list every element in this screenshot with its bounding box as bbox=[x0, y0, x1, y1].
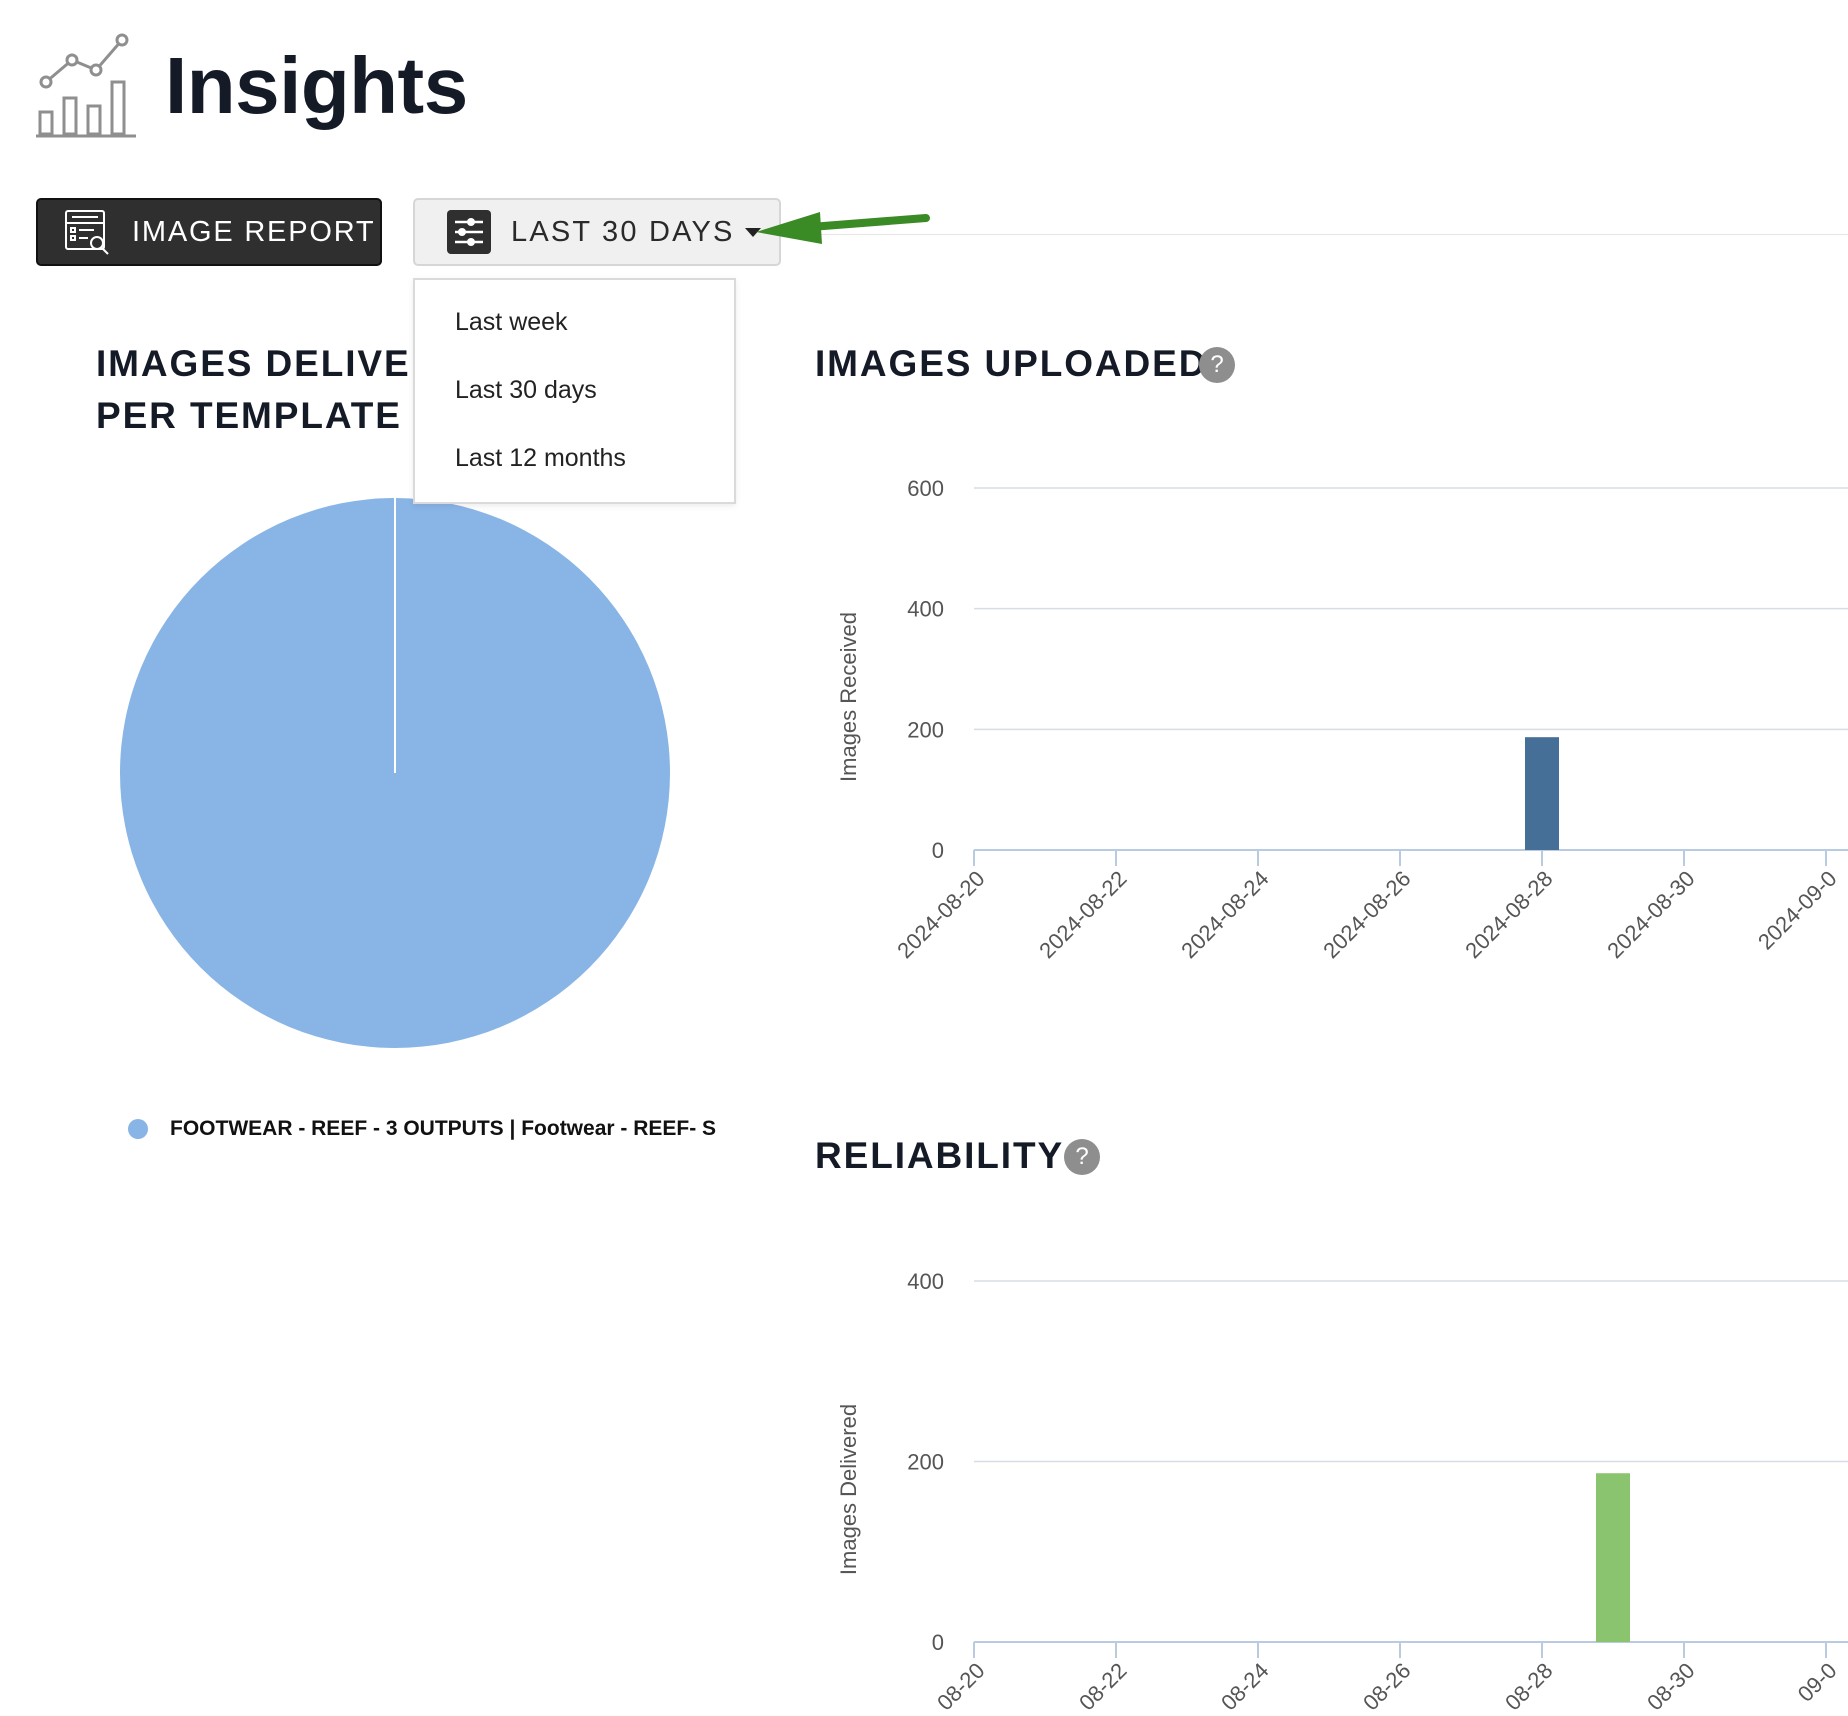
y-tick-label: 200 bbox=[907, 717, 944, 742]
y-tick-label: 200 bbox=[907, 1450, 944, 1475]
date-range-menu: Last week Last 30 days Last 12 months bbox=[413, 278, 736, 504]
caret-down-icon bbox=[744, 227, 761, 237]
insights-chart-icon bbox=[36, 33, 136, 138]
image-report-button[interactable]: IMAGE REPORT bbox=[36, 198, 382, 266]
pie-title-line2: PER TEMPLATE bbox=[96, 395, 402, 436]
y-axis-label: Images Received bbox=[836, 612, 861, 782]
bar[interactable] bbox=[1596, 1473, 1630, 1642]
pie-section-title: IMAGES DELIVER PER TEMPLATE bbox=[96, 338, 796, 442]
annotation-arrow bbox=[756, 212, 930, 244]
date-range-label: LAST 30 DAYS bbox=[511, 215, 735, 248]
sliders-icon bbox=[447, 210, 491, 254]
page-title: Insights bbox=[165, 41, 468, 130]
date-range-dropdown[interactable]: LAST 30 DAYS bbox=[413, 198, 781, 266]
x-tick-label: 2024-08-26 bbox=[1318, 866, 1415, 963]
x-tick-label: 08-28 bbox=[1500, 1658, 1557, 1715]
x-tick-label: 2024-08-22 bbox=[1034, 866, 1131, 963]
x-tick-label: 08-20 bbox=[932, 1658, 989, 1715]
x-tick-label: 2024-09-0 bbox=[1753, 866, 1842, 955]
menu-item-last-week[interactable]: Last week bbox=[455, 308, 568, 336]
help-icon[interactable]: ? bbox=[1199, 347, 1235, 383]
y-axis-label: Images Delivered bbox=[836, 1404, 861, 1575]
report-search-icon bbox=[65, 210, 109, 255]
x-tick-label: 2024-08-24 bbox=[1176, 866, 1273, 963]
bar[interactable] bbox=[1525, 737, 1559, 850]
x-tick-label: 08-26 bbox=[1358, 1658, 1415, 1715]
y-tick-label: 0 bbox=[932, 838, 944, 863]
x-tick-label: 08-30 bbox=[1642, 1658, 1699, 1715]
images-uploaded-chart: 0 200 400 600 2024-08-20 2024-08-22 2024-08-24… bbox=[836, 476, 1848, 963]
toolbar-divider bbox=[781, 234, 1848, 235]
pie-chart bbox=[120, 498, 670, 1048]
pie-legend-item[interactable]: FOOTWEAR - REEF - 3 OUTPUTS | Footwear -… bbox=[128, 1114, 728, 1144]
x-tick-label: 09-0 bbox=[1793, 1658, 1842, 1707]
reliability-title: RELIABILITY bbox=[815, 1135, 1065, 1176]
pie-title-line1: IMAGES DELIVER bbox=[96, 343, 440, 384]
x-tick-label: 2024-08-30 bbox=[1602, 866, 1699, 963]
reliability-chart: 0 200 400 08-20 08-22 08-24 08-26 08-28 08-30 09-… bbox=[836, 1269, 1848, 1715]
x-tick-label: 08-24 bbox=[1216, 1658, 1273, 1715]
x-tick-label: 08-22 bbox=[1074, 1658, 1131, 1715]
y-tick-label: 400 bbox=[907, 597, 944, 622]
help-icon[interactable]: ? bbox=[1064, 1139, 1100, 1175]
menu-item-last-30-days[interactable]: Last 30 days bbox=[455, 376, 597, 404]
image-report-label: IMAGE REPORT bbox=[132, 215, 376, 248]
x-tick-label: 2024-08-20 bbox=[892, 866, 989, 963]
legend-dot bbox=[128, 1119, 148, 1139]
images-uploaded-title: IMAGES UPLOADED bbox=[815, 343, 1208, 384]
legend-label: FOOTWEAR - REEF - 3 OUTPUTS | Footwear -… bbox=[170, 1117, 717, 1140]
y-tick-label: 0 bbox=[932, 1630, 944, 1655]
y-tick-label: 400 bbox=[907, 1269, 944, 1294]
y-tick-label: 600 bbox=[907, 476, 944, 501]
menu-item-last-12-months[interactable]: Last 12 months bbox=[455, 444, 626, 472]
x-tick-label: 2024-08-28 bbox=[1460, 866, 1557, 963]
